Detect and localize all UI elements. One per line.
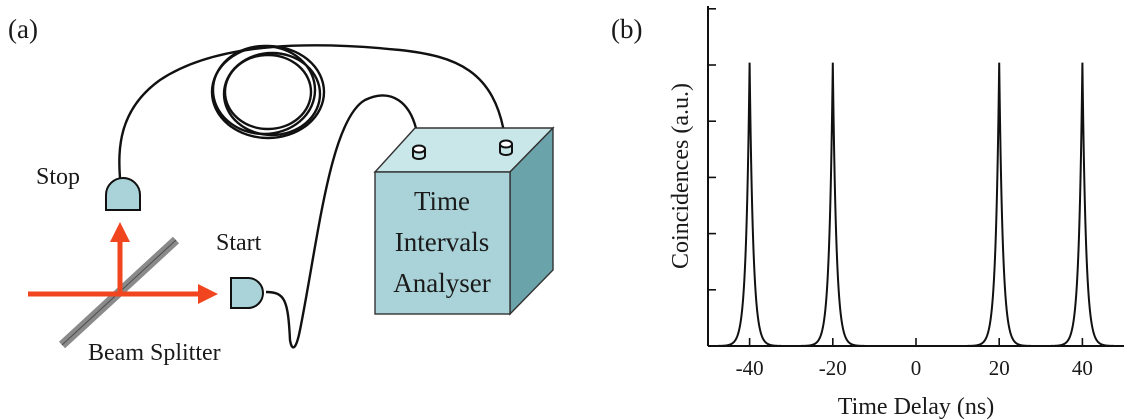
panel-b-label: (b)	[611, 14, 642, 44]
start-detector	[230, 277, 264, 309]
laser-beams	[28, 222, 218, 304]
x-tick-label: 20	[989, 356, 1010, 380]
coincidence-chart: -40 -20 0 20 40 Time Delay (ns) Coincidences…	[668, 6, 1125, 420]
series-line	[707, 62, 1125, 347]
analyser-line-2: Intervals	[395, 227, 489, 257]
x-tick-label: -20	[819, 356, 847, 380]
x-tick-label: 40	[1072, 356, 1093, 380]
analyser-input-right	[499, 139, 513, 156]
stop-fiber	[118, 44, 507, 179]
beam-horizontal-arrowhead	[198, 284, 218, 304]
x-tick-labels: -40 -20 0 20 40	[736, 356, 1093, 380]
beam-vertical-arrowhead	[110, 222, 130, 242]
y-axis-label: Coincidences (a.u.)	[668, 83, 694, 269]
analyser-line-3: Analyser	[393, 268, 490, 298]
x-axis-label: Time Delay (ns)	[838, 394, 994, 420]
panel-a-label: (a)	[8, 14, 38, 44]
stop-detector	[105, 177, 141, 211]
beam-splitter-label: Beam Splitter	[88, 340, 221, 366]
analyser-input-left	[412, 144, 426, 160]
y-ticks	[708, 8, 716, 291]
start-label: Start	[216, 230, 262, 256]
time-intervals-analyser: Time Intervals Analyser	[373, 126, 555, 316]
x-tick-label: 0	[911, 356, 922, 380]
stop-label: Stop	[36, 164, 80, 190]
x-tick-label: -40	[736, 356, 764, 380]
x-ticks	[748, 338, 1084, 346]
fiber-coil	[210, 44, 326, 140]
analyser-front-face	[374, 171, 511, 315]
start-fiber	[265, 94, 420, 349]
analyser-line-1: Time	[414, 186, 470, 216]
